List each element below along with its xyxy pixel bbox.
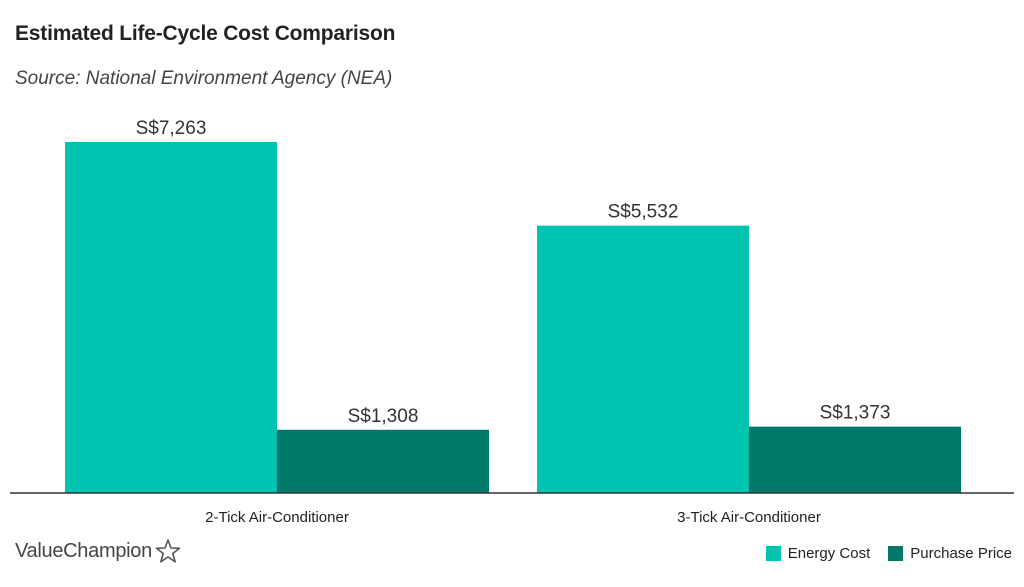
value-champion-logo: ValueChampion	[15, 538, 181, 564]
legend-swatch-purchase-price	[888, 546, 904, 561]
legend-item-energy-cost: Energy Cost	[765, 545, 871, 562]
data-label-energy-cost-1: S$7,263	[136, 118, 207, 139]
chart-title: Estimated Life-Cycle Cost Comparison	[15, 22, 396, 45]
bar-energy-cost-1	[65, 142, 277, 493]
bar-energy-cost-2	[537, 225, 749, 493]
chart-subtitle: Source: National Environment Agency (NEA…	[15, 68, 393, 89]
star-icon	[155, 539, 181, 563]
legend-item-purchase-price: Purchase Price	[888, 545, 1012, 562]
legend-swatch-energy-cost	[765, 546, 781, 561]
chart-legend: Energy Cost Purchase Price	[748, 545, 1012, 562]
data-label-purchase-price-2: S$1,373	[820, 403, 891, 424]
logo-text: ValueChampion	[15, 539, 152, 562]
data-label-energy-cost-2: S$5,532	[608, 202, 679, 223]
bar-chart: S$7,263 S$1,308 2-Tick Air-Conditioner S$5,…	[10, 118, 1014, 526]
bar-purchase-price-1	[277, 429, 489, 493]
x-tick-label: 2-Tick Air-Conditioner	[205, 509, 349, 526]
bar-purchase-price-2	[749, 426, 961, 493]
data-label-purchase-price-1: S$1,308	[348, 406, 419, 427]
x-tick-label: 3-Tick Air-Conditioner	[677, 509, 821, 526]
legend-label-purchase-price: Purchase Price	[910, 545, 1012, 562]
legend-label-energy-cost: Energy Cost	[787, 545, 871, 562]
